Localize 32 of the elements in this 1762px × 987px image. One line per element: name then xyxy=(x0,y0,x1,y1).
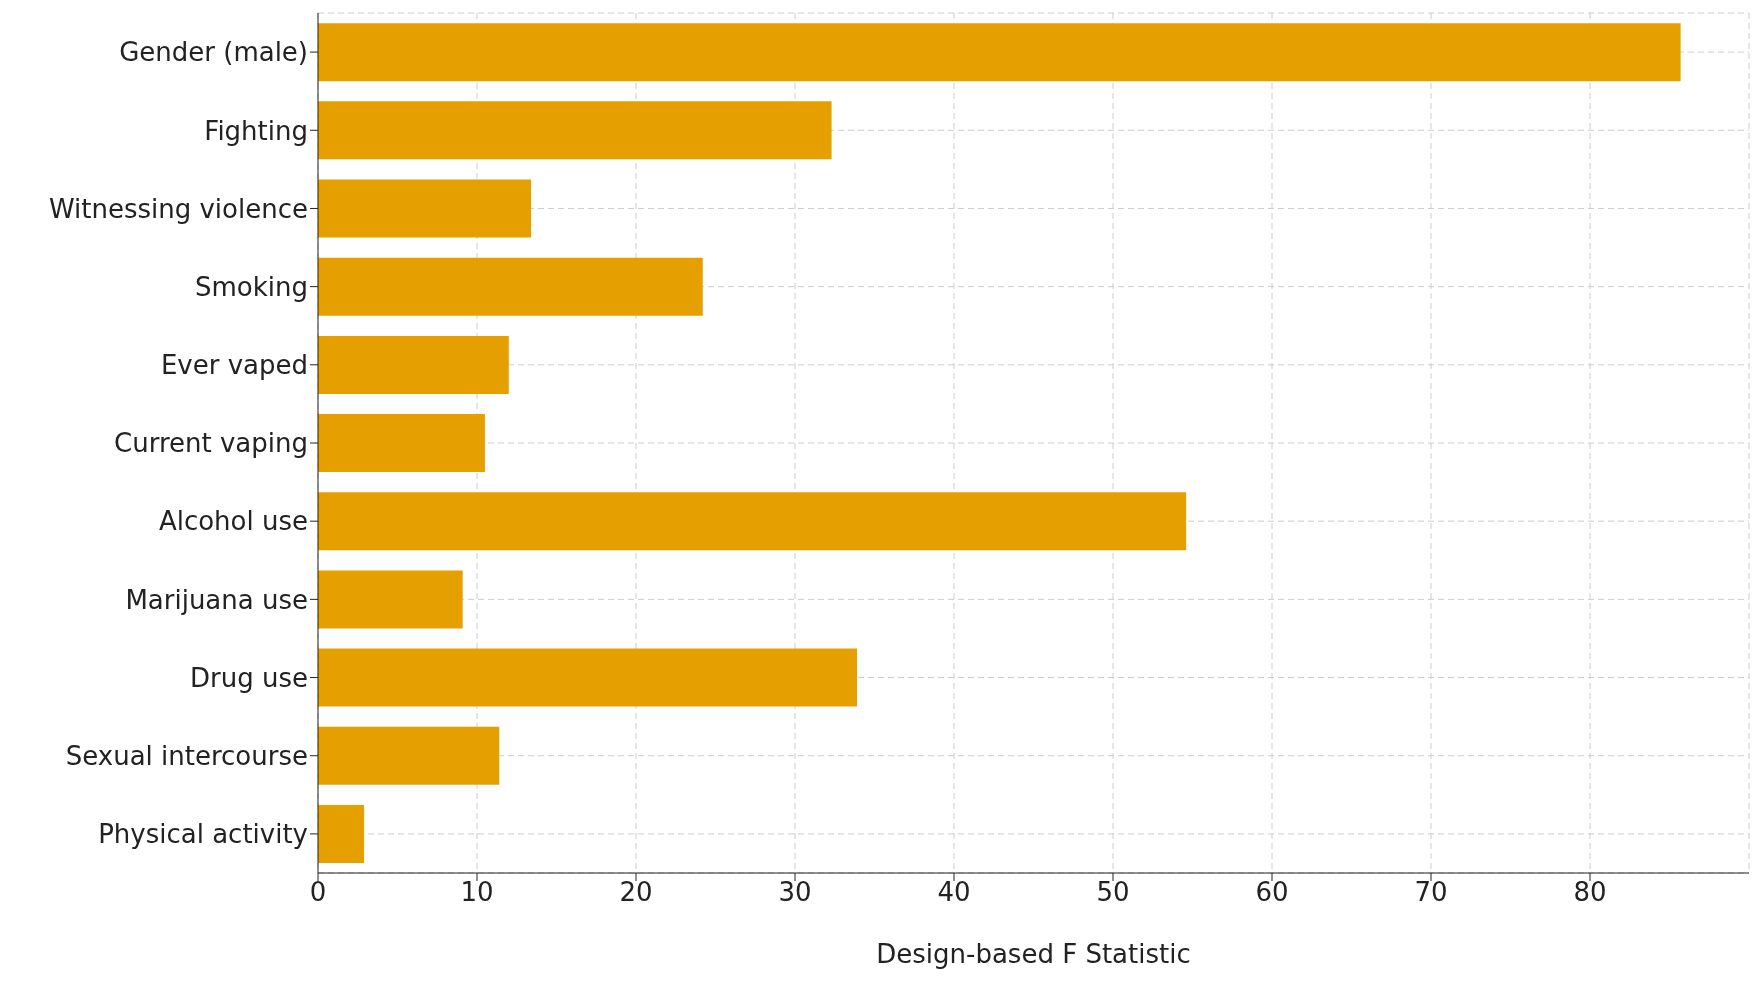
y-tick-label: Physical activity xyxy=(98,819,308,850)
bar xyxy=(318,335,509,394)
y-tick-label: Witnessing violence xyxy=(48,193,308,224)
bar xyxy=(318,726,500,785)
bar xyxy=(318,492,1187,551)
x-tick-label: 60 xyxy=(1255,877,1289,908)
bar xyxy=(318,804,365,863)
y-tick-label: Current vaping xyxy=(114,428,308,459)
bar xyxy=(318,414,485,473)
x-tick-label: 50 xyxy=(1096,877,1130,908)
bar xyxy=(318,570,463,629)
y-tick-label: Fighting xyxy=(204,115,308,146)
x-tick-label: 40 xyxy=(937,877,971,908)
bar xyxy=(318,101,832,160)
bar xyxy=(318,23,1681,82)
x-axis-title: Design-based F Statistic xyxy=(876,939,1191,969)
y-tick-label: Gender (male) xyxy=(119,37,308,68)
x-tick-label: 30 xyxy=(778,877,812,908)
y-tick-label: Marijuana use xyxy=(125,584,308,615)
bar xyxy=(318,648,858,707)
x-tick-label: 10 xyxy=(460,877,494,908)
x-tick-label: 80 xyxy=(1573,877,1607,908)
x-tick-label: 70 xyxy=(1414,877,1448,908)
bar xyxy=(318,257,703,316)
x-tick-label: 20 xyxy=(619,877,653,908)
y-tick-label: Alcohol use xyxy=(158,506,308,537)
y-tick-label: Sexual intercourse xyxy=(65,740,308,771)
x-tick-label: 0 xyxy=(309,877,327,908)
y-tick-label: Drug use xyxy=(190,662,308,693)
y-tick-label: Ever vaped xyxy=(160,350,308,381)
bar xyxy=(318,179,532,238)
y-tick-label: Smoking xyxy=(194,271,308,302)
